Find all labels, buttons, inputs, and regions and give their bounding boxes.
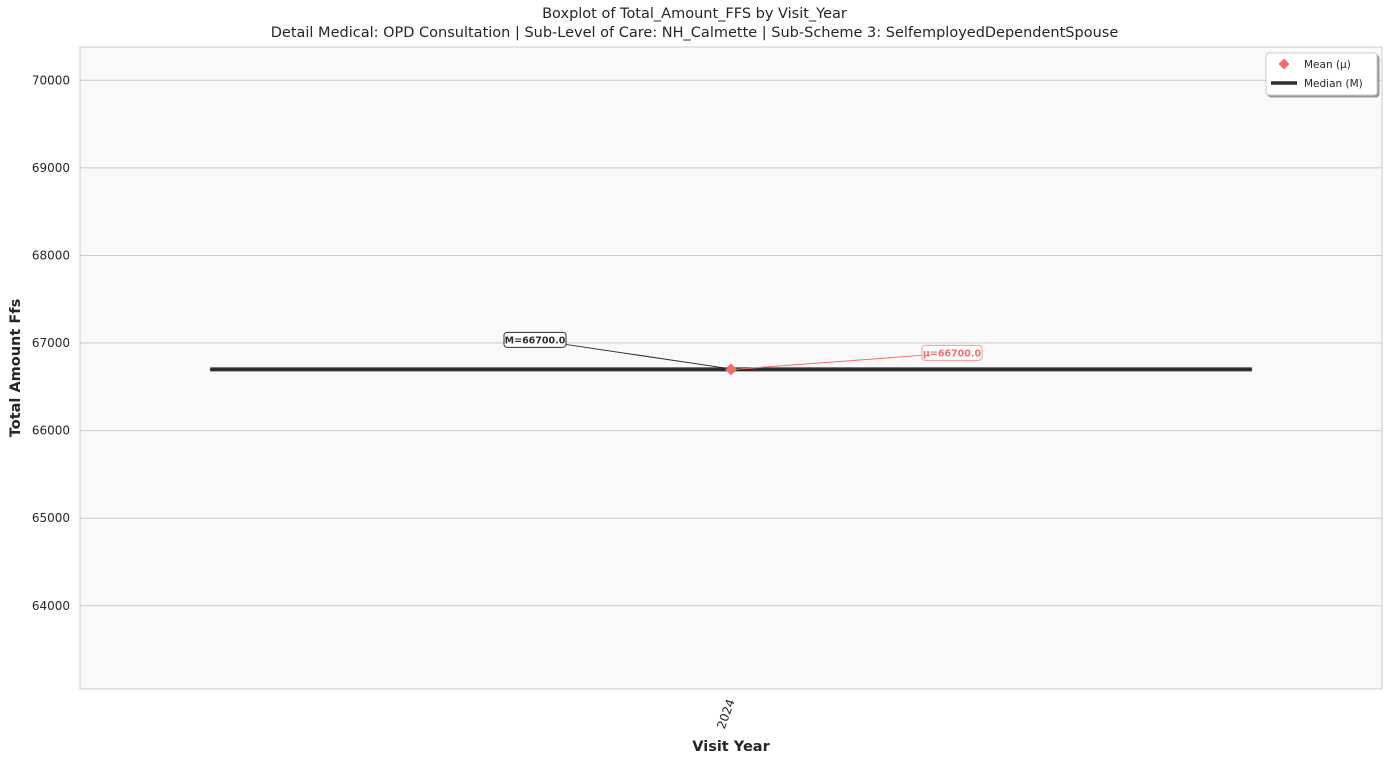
legend-entry-label: Mean (μ) [1304, 59, 1351, 71]
x-tick-label: 2024 [714, 697, 738, 730]
y-tick-label: 69000 [32, 161, 70, 175]
y-tick-label: 64000 [32, 599, 70, 613]
legend-entry-label: Median (M) [1304, 78, 1363, 90]
x-tick-labels: 2024 [714, 697, 738, 730]
chart-subtitle: Detail Medical: OPD Consultation | Sub-L… [270, 25, 1119, 41]
y-tick-label: 70000 [32, 73, 70, 87]
median-annotation-box [503, 331, 567, 348]
chart-title: Boxplot of Total_Amount_FFS by Visit_Yea… [542, 6, 847, 22]
y-tick-label: 68000 [32, 248, 70, 262]
y-tick-labels: 64000 65000 66000 67000 68000 69000 70000 [32, 73, 70, 613]
legend-mean-icon [1278, 58, 1290, 70]
median-annotation-arrow [564, 343, 728, 369]
y-tick-label: 65000 [32, 511, 70, 525]
annotations: M=66700.0 μ=66700.0 [503, 331, 983, 370]
gridlines [80, 79, 1382, 607]
x-axis-label: Visit Year [692, 739, 770, 755]
mean-annotation-arrow [734, 354, 923, 370]
y-tick-label: 67000 [32, 336, 70, 350]
median-annotation-label: M=66700.0 [505, 335, 566, 346]
mean-marker-2024 [725, 363, 737, 376]
mean-annotation-label: μ=66700.0 [923, 348, 982, 359]
legend: Mean (μ) Median (M) [1265, 52, 1378, 96]
mean-annotation-box [921, 344, 983, 361]
box-marks [209, 363, 1253, 376]
y-tick-label: 66000 [32, 424, 70, 438]
y-axis-label: Total Amount Ffs [8, 299, 24, 437]
